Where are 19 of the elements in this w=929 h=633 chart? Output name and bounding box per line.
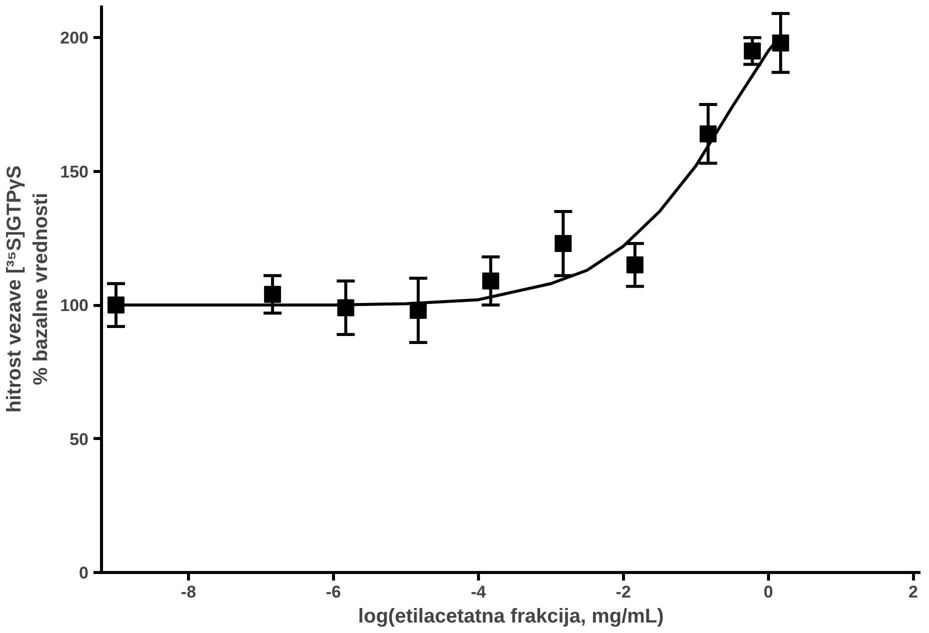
- point: [626, 256, 644, 274]
- x-axis-title: log(etilacetatna frakcija, mg/mL): [358, 606, 664, 628]
- point: [554, 235, 572, 252]
- y-axis-title: hitrost vezave [³⁵S]GTPγS % bazalne vrednosti: [4, 165, 52, 413]
- y-tick-label: 200: [60, 28, 89, 48]
- x-tick-label: -2: [616, 582, 631, 602]
- y-tick-label: 0: [79, 564, 89, 582]
- x-tick-label: 0: [764, 582, 774, 602]
- point: [482, 272, 500, 290]
- point: [744, 42, 761, 60]
- x-tick-label: -6: [326, 582, 341, 602]
- x-tick-label: -8: [180, 582, 196, 602]
- point: [107, 296, 124, 314]
- x-tick-label: 2: [908, 582, 918, 602]
- y-tick-label: 150: [60, 162, 89, 182]
- y-tick-label: 50: [70, 430, 89, 449]
- y-tick-label: 100: [60, 296, 89, 316]
- x-tick-label: -4: [470, 582, 486, 602]
- point: [264, 286, 282, 303]
